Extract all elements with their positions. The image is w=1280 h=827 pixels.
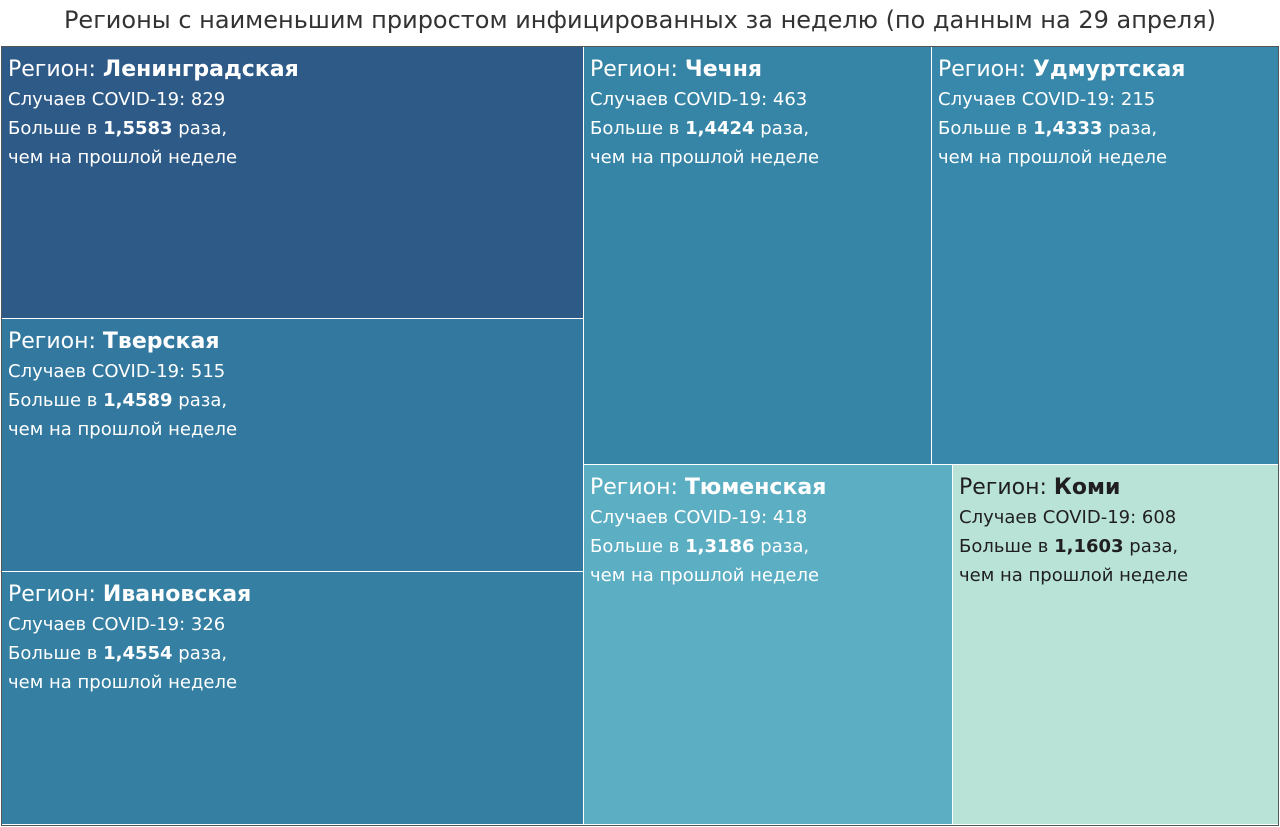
treemap-tile-tverskaya[interactable]: Регион: Тверская Случаев COVID-19: 515 Б…	[2, 319, 583, 571]
region-prefix: Регион:	[590, 57, 678, 82]
ratio-value: 1,4554	[103, 643, 173, 664]
region-name: Чечня	[684, 57, 763, 82]
chart-title: Регионы с наименьшим приростом инфициров…	[63, 6, 1217, 34]
ratio-value: 1,4589	[103, 390, 173, 411]
more-suffix: раза,	[1108, 118, 1158, 139]
treemap-tile-udmurtskaya[interactable]: Регион: Удмуртская Случаев COVID-19: 215…	[932, 47, 1278, 464]
last-week-text: чем на прошлой неделе	[8, 147, 238, 168]
region-name: Коми	[1053, 475, 1121, 500]
region-name: Ивановская	[102, 582, 252, 607]
cases-value: 515	[190, 361, 226, 382]
cases-prefix: Случаев COVID-19:	[590, 89, 768, 110]
ratio-value: 1,4424	[685, 118, 755, 139]
more-suffix: раза,	[760, 536, 810, 557]
cases-prefix: Случаев COVID-19:	[959, 507, 1137, 528]
last-week-text: чем на прошлой неделе	[959, 565, 1189, 586]
cases-value: 418	[772, 507, 808, 528]
more-suffix: раза,	[1129, 536, 1179, 557]
ratio-value: 1,3186	[685, 536, 755, 557]
cases-value: 463	[772, 89, 808, 110]
more-prefix: Больше в	[938, 118, 1028, 139]
ratio-value: 1,4333	[1033, 118, 1103, 139]
region-prefix: Регион:	[8, 57, 96, 82]
more-suffix: раза,	[178, 118, 228, 139]
more-prefix: Больше в	[8, 643, 98, 664]
ratio-value: 1,5583	[103, 118, 173, 139]
region-name: Ленинградская	[102, 57, 299, 82]
more-suffix: раза,	[178, 390, 228, 411]
last-week-text: чем на прошлой неделе	[590, 565, 820, 586]
more-prefix: Больше в	[590, 118, 680, 139]
last-week-text: чем на прошлой неделе	[8, 419, 238, 440]
region-name: Тверская	[102, 329, 220, 354]
more-suffix: раза,	[760, 118, 810, 139]
cases-prefix: Случаев COVID-19:	[8, 614, 186, 635]
last-week-text: чем на прошлой неделе	[938, 147, 1168, 168]
more-prefix: Больше в	[8, 118, 98, 139]
treemap-tile-chechnya[interactable]: Регион: Чечня Случаев COVID-19: 463 Боль…	[584, 47, 931, 464]
more-prefix: Больше в	[8, 390, 98, 411]
cases-prefix: Случаев COVID-19:	[8, 361, 186, 382]
region-prefix: Регион:	[590, 475, 678, 500]
treemap: Регион: Ленинградская Случаев COVID-19: …	[2, 47, 1278, 824]
region-prefix: Регион:	[8, 582, 96, 607]
more-prefix: Больше в	[959, 536, 1049, 557]
more-prefix: Больше в	[590, 536, 680, 557]
treemap-tile-ivanovskaya[interactable]: Регион: Ивановская Случаев COVID-19: 326…	[2, 572, 583, 824]
region-prefix: Регион:	[959, 475, 1047, 500]
region-prefix: Регион:	[8, 329, 96, 354]
region-name: Удмуртская	[1032, 57, 1186, 82]
cases-value: 608	[1141, 507, 1177, 528]
cases-value: 829	[190, 89, 226, 110]
treemap-tile-leningradskaya[interactable]: Регион: Ленинградская Случаев COVID-19: …	[2, 47, 583, 318]
ratio-value: 1,1603	[1054, 536, 1124, 557]
last-week-text: чем на прошлой неделе	[8, 672, 238, 693]
region-name: Тюменская	[684, 475, 827, 500]
treemap-tile-komi[interactable]: Регион: Коми Случаев COVID-19: 608 Больш…	[953, 465, 1278, 824]
cases-prefix: Случаев COVID-19:	[8, 89, 186, 110]
region-prefix: Регион:	[938, 57, 1026, 82]
cases-prefix: Случаев COVID-19:	[938, 89, 1116, 110]
last-week-text: чем на прошлой неделе	[590, 147, 820, 168]
treemap-tile-tyumenskaya[interactable]: Регион: Тюменская Случаев COVID-19: 418 …	[584, 465, 952, 824]
cases-value: 326	[190, 614, 226, 635]
cases-prefix: Случаев COVID-19:	[590, 507, 768, 528]
more-suffix: раза,	[178, 643, 228, 664]
cases-value: 215	[1120, 89, 1156, 110]
